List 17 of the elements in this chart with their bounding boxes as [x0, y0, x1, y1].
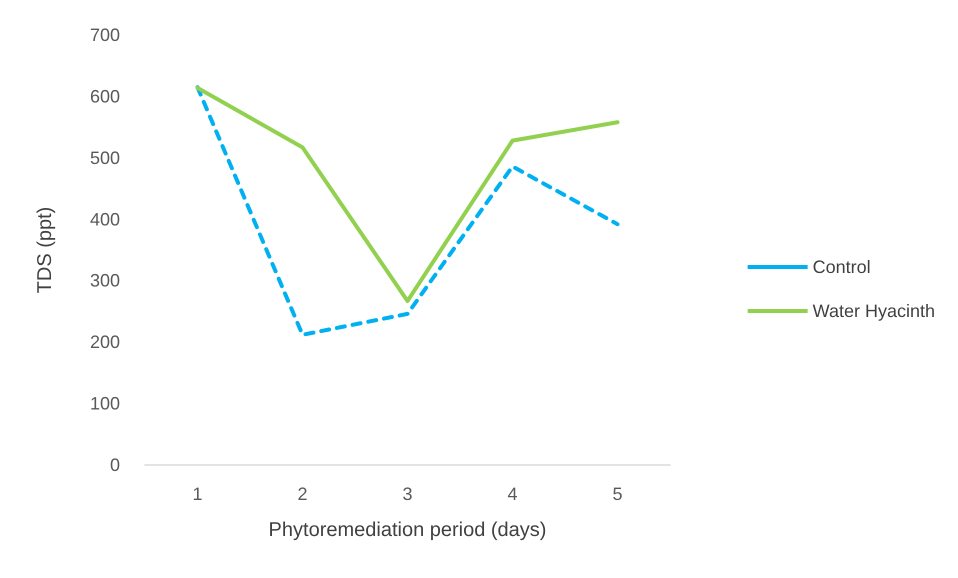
y-axis-title: TDS (ppt)	[34, 206, 56, 294]
x-tick-label: 3	[402, 484, 413, 504]
legend-label: Water Hyacinth	[812, 301, 936, 321]
y-tick-label: 400	[90, 209, 120, 230]
y-tick-label: 300	[90, 270, 120, 291]
x-tick-label: 4	[507, 484, 518, 504]
x-tick-label: 1	[192, 484, 203, 504]
y-tick-label: 700	[90, 25, 120, 45]
y-tick-label: 100	[90, 394, 120, 414]
y-tick-label: 600	[90, 86, 120, 106]
y-tick-label: 200	[90, 332, 120, 352]
y-tick-label: 0	[110, 455, 120, 475]
legend-label: Control	[812, 257, 871, 277]
x-tick-label: 5	[612, 484, 623, 504]
x-tick-label: 2	[297, 484, 308, 504]
y-tick-label: 500	[90, 148, 120, 168]
x-axis-title: Phytoremediation period (days)	[268, 519, 546, 541]
